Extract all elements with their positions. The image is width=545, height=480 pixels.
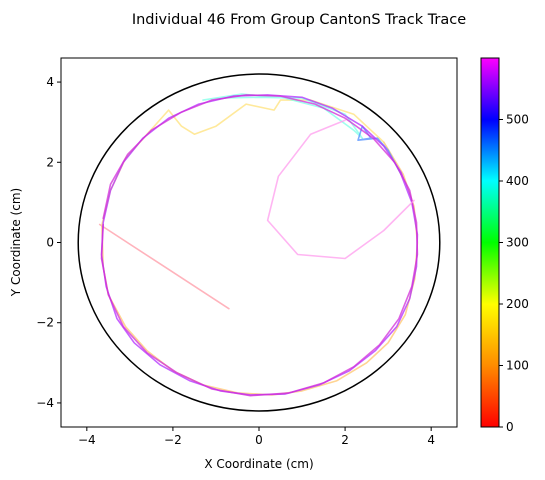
y-axis-ticks: −4 −2 0 2 4 [36,75,61,410]
colorbar-ticks: 0 100 200 300 400 500 [499,113,529,435]
colorbar-tick-label: 400 [506,174,529,188]
y-tick-label: −2 [36,316,54,330]
colorbar: 0 100 200 300 400 500 [481,58,529,434]
x-tick-label: 0 [255,433,263,447]
y-tick-label: 0 [46,236,54,250]
y-tick-label: 2 [46,155,54,169]
plot-background [61,58,457,427]
colorbar-tick-label: 0 [506,420,514,434]
x-axis-ticks: −4 −2 0 2 4 [78,427,435,447]
colorbar-tick-label: 200 [506,297,529,311]
y-tick-label: −4 [36,396,54,410]
x-tick-label: −4 [78,433,96,447]
colorbar-tick-label: 100 [506,359,529,373]
x-tick-label: −2 [164,433,182,447]
colorbar-tick-label: 500 [506,113,529,127]
colorbar-gradient [481,58,499,427]
y-axis-label: Y Coordinate (cm) [9,188,23,297]
x-tick-label: 4 [427,433,435,447]
x-tick-label: 2 [341,433,349,447]
colorbar-tick-label: 300 [506,236,529,250]
chart-title: Individual 46 From Group CantonS Track T… [132,12,466,28]
x-axis-label: X Coordinate (cm) [204,457,313,471]
plot-area: −4 −2 0 2 4 −4 −2 0 2 4 [36,58,457,447]
y-tick-label: 4 [46,75,54,89]
